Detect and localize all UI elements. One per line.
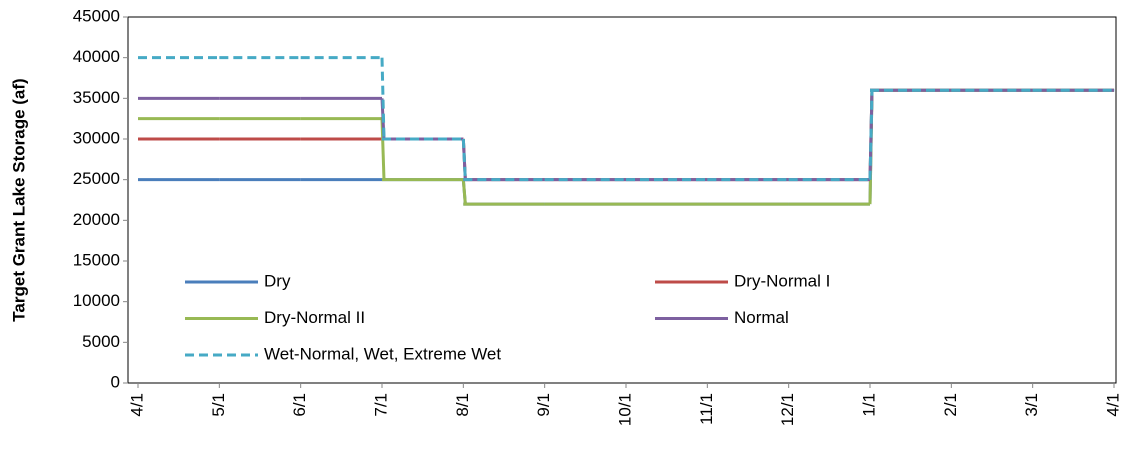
x-tick-label: 8/1 — [453, 393, 472, 417]
step-riser — [868, 90, 874, 180]
x-tick-label: 1/1 — [859, 393, 878, 417]
y-tick-label: 20000 — [73, 210, 120, 229]
y-tick-label: 35000 — [73, 88, 120, 107]
x-tick-label: 11/1 — [697, 393, 716, 425]
x-tick-label: 6/1 — [290, 393, 309, 417]
x-tick-label: 2/1 — [941, 393, 960, 417]
y-tick-label: 15000 — [73, 250, 120, 269]
x-tick-label: 9/1 — [534, 393, 553, 417]
x-tick-label: 4/1 — [1103, 393, 1122, 417]
y-tick-label: 25000 — [73, 169, 120, 188]
y-tick-label: 0 — [111, 372, 120, 391]
y-tick-label: 30000 — [73, 128, 120, 147]
x-tick-label: 12/1 — [778, 393, 797, 426]
x-tick-label: 4/1 — [127, 393, 146, 417]
y-tick-label: 5000 — [82, 332, 120, 351]
x-tick-label: 10/1 — [615, 393, 634, 426]
step-riser — [461, 179, 467, 205]
step-riser — [461, 138, 467, 180]
y-tick-label: 40000 — [73, 47, 120, 66]
plot-area — [127, 16, 1117, 384]
x-tick-label: 5/1 — [209, 393, 228, 417]
legend-label: Dry-Normal I — [734, 271, 830, 290]
legend-label: Dry-Normal II — [264, 308, 365, 327]
legend-label: Dry — [264, 271, 291, 290]
legend-label: Wet-Normal, Wet, Extreme Wet — [264, 344, 501, 363]
y-tick-label: 45000 — [73, 6, 120, 25]
y-axis-label: Target Grant Lake Storage (af) — [9, 78, 28, 321]
legend-label: Normal — [734, 308, 789, 327]
x-tick-label: 7/1 — [371, 393, 390, 417]
y-tick-label: 10000 — [73, 291, 120, 310]
x-tick-label: 3/1 — [1022, 393, 1041, 417]
